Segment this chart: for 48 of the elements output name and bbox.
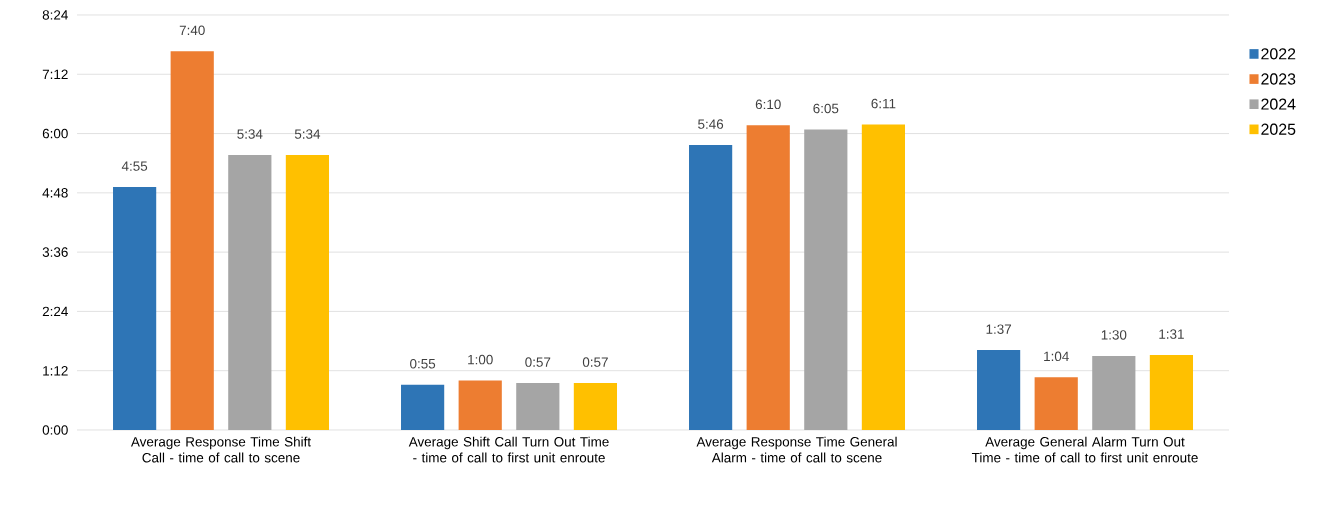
y-tick-label: 6:00 bbox=[42, 128, 68, 139]
data-label: 7:40 bbox=[179, 25, 205, 35]
data-label: 5:46 bbox=[698, 119, 724, 129]
legend-label: 2023 bbox=[1261, 73, 1296, 85]
data-label: 4:55 bbox=[121, 161, 148, 171]
data-label: 1:00 bbox=[468, 354, 493, 365]
bar bbox=[458, 380, 502, 430]
x-tick-label: Average Response Time General Alarm - time of call to scene bbox=[696, 436, 897, 463]
y-tick-label: 2:24 bbox=[42, 306, 68, 317]
bar bbox=[804, 129, 848, 430]
bar bbox=[170, 51, 214, 430]
data-label: 0:57 bbox=[582, 357, 608, 367]
bar bbox=[228, 154, 272, 430]
y-tick-label: 1:12 bbox=[43, 366, 68, 376]
bar bbox=[861, 124, 906, 430]
data-label: 1:37 bbox=[986, 324, 1012, 334]
y-tick-label: 8:24 bbox=[42, 10, 68, 20]
bar bbox=[689, 145, 733, 430]
data-label: 6:10 bbox=[755, 99, 781, 110]
bar bbox=[113, 187, 157, 430]
bar bbox=[573, 383, 618, 430]
bar bbox=[516, 383, 560, 430]
x-tick-label: Average Response Time Shift Call - time of call to scene bbox=[130, 436, 311, 463]
legend-label: 2022 bbox=[1261, 48, 1296, 60]
y-tick-label: 7:12 bbox=[42, 69, 68, 79]
data-label: 5:34 bbox=[237, 129, 263, 139]
data-label: 1:30 bbox=[1101, 330, 1127, 340]
bar bbox=[746, 125, 790, 430]
bar bbox=[1149, 355, 1194, 430]
bar bbox=[977, 350, 1021, 430]
data-label: 1:31 bbox=[1159, 329, 1184, 339]
data-label: 0:55 bbox=[410, 358, 436, 369]
y-tick-label: 4:48 bbox=[42, 188, 68, 198]
legend-label: 2024 bbox=[1261, 98, 1296, 110]
bar bbox=[1092, 355, 1136, 430]
y-tick-label: 3:36 bbox=[42, 247, 68, 257]
x-tick-label: Average Shift Call Turn Out Time - time of call to first unit enroute bbox=[408, 436, 609, 463]
data-label: 0:57 bbox=[525, 357, 551, 367]
x-tick-label: Average General Alarm Turn Out Time - time of call to first unit enroute bbox=[971, 436, 1198, 463]
y-tick-label: 0:00 bbox=[42, 425, 68, 435]
data-label: 1:04 bbox=[1044, 351, 1069, 362]
data-label: 6:11 bbox=[871, 98, 896, 109]
data-label: 5:34 bbox=[294, 129, 321, 139]
bar bbox=[401, 384, 445, 430]
bar bbox=[1034, 377, 1078, 430]
data-label: 6:05 bbox=[813, 103, 839, 114]
bar bbox=[285, 154, 330, 430]
legend-label: 2025 bbox=[1261, 123, 1296, 135]
